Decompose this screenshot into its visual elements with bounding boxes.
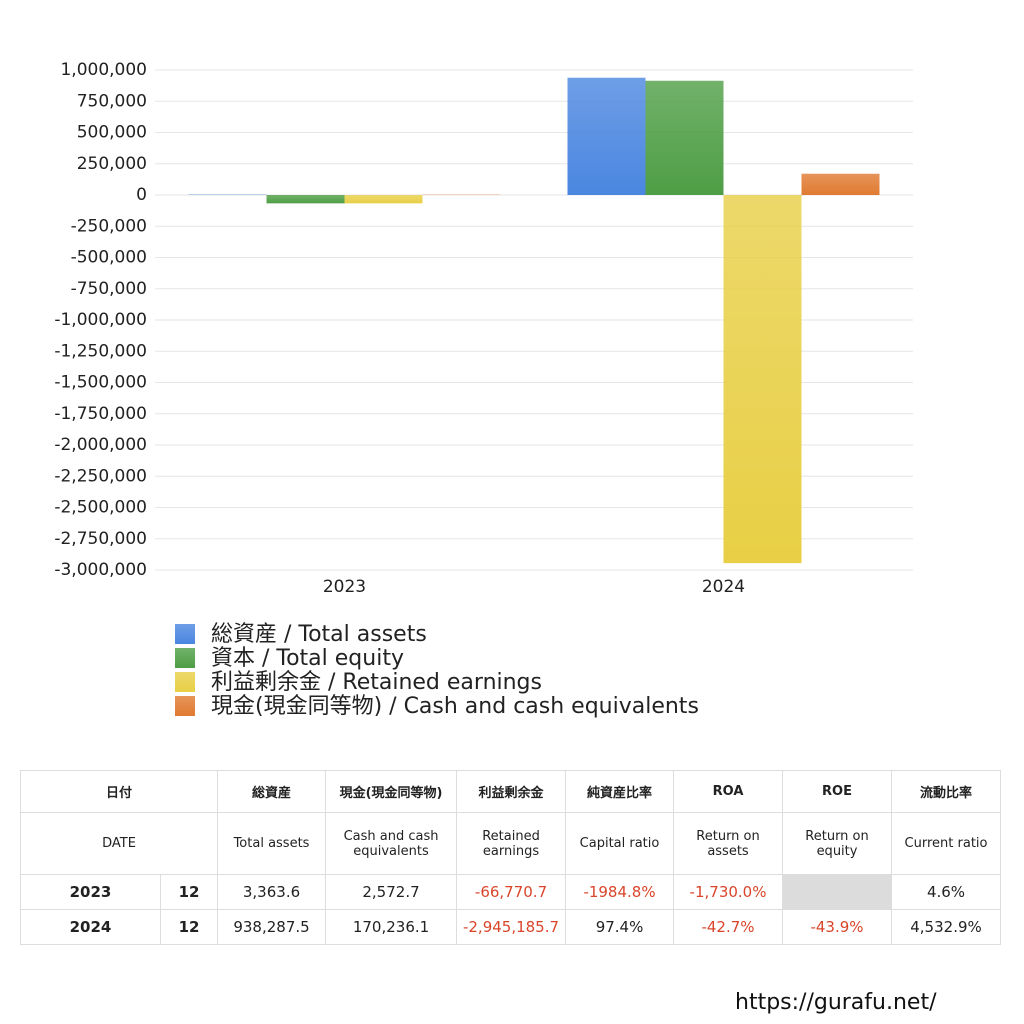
- y-tick-label: -2,000,000: [54, 435, 147, 455]
- y-tick-label: -1,250,000: [54, 341, 147, 361]
- bar: [645, 80, 724, 195]
- table-cell: -43.9%: [782, 909, 893, 945]
- data-row: 2023 12 3,363.6 2,572.7 -66,770.7 -1984.8% -1,…: [20, 874, 1002, 910]
- table-cell: 97.4%: [565, 909, 675, 945]
- table-cell: Current ratio: [891, 812, 1002, 875]
- y-tick-label: 750,000: [77, 91, 147, 111]
- legend-swatch: [175, 648, 195, 668]
- table-cell: 現金(現金同等物): [325, 770, 458, 813]
- y-tick-label: -500,000: [71, 248, 147, 268]
- table-cell: Capital ratio: [565, 812, 675, 875]
- data-table: 日付 総資産 現金(現金同等物) 利益剰余金 純資産比率 ROA ROE 流動比率 DATE To…: [19, 770, 1002, 945]
- table-cell: -66,770.7: [456, 874, 567, 910]
- bar: [801, 173, 880, 195]
- table-cell: Retained earnings: [456, 812, 567, 875]
- table-cell: -42.7%: [673, 909, 784, 945]
- legend-swatch: [175, 672, 195, 692]
- table-cell: Return on assets: [673, 812, 784, 875]
- table-cell: DATE: [19, 812, 219, 875]
- legend-label: 現金(現金同等物) / Cash and cash equivalents: [211, 694, 699, 719]
- table-cell: Cash and cash equivalents: [325, 812, 458, 875]
- table-cell: 4,532.9%: [891, 909, 1002, 945]
- y-tick-label: -1,500,000: [54, 373, 147, 393]
- header-row: DATE Total assets Cash and cash equivalent…: [19, 812, 1002, 875]
- table-cell: -1984.8%: [565, 874, 675, 910]
- table-cell: 3,363.6: [217, 874, 327, 910]
- table-cell: ROE: [782, 770, 893, 813]
- data-row: 2024 12 938,287.5 170,236.1 -2,945,185.7 97.4…: [20, 909, 1002, 945]
- table-cell: 4.6%: [891, 874, 1002, 910]
- table-cell: 利益剰余金: [456, 770, 567, 813]
- y-tick-label: -2,750,000: [54, 529, 147, 549]
- table-cell: 12: [159, 874, 219, 910]
- y-tick-label: -1,000,000: [54, 310, 147, 330]
- y-tick-label: 500,000: [77, 123, 147, 143]
- header-row: 日付 総資産 現金(現金同等物) 利益剰余金 純資産比率 ROA ROE 流動比率: [19, 770, 1002, 813]
- legend-swatch: [175, 624, 195, 644]
- table-cell: 2024: [20, 909, 161, 945]
- table-cell: 日付: [19, 770, 219, 813]
- legend-label: 利益剰余金 / Retained earnings: [211, 670, 542, 695]
- table-cell: 流動比率: [891, 770, 1002, 813]
- y-tick-label: -750,000: [71, 279, 147, 299]
- x-tick-label: 2023: [323, 577, 366, 597]
- table-cell: -2,945,185.7: [456, 909, 567, 945]
- table-cell: Return on equity: [782, 812, 893, 875]
- y-tick-label: -1,750,000: [54, 404, 147, 424]
- chart: 1,000,000 750,000 500,000 250,000 0 -250,000 -…: [54, 60, 913, 719]
- y-tick-label: -250,000: [71, 216, 147, 236]
- table-cell: [782, 874, 893, 910]
- y-tick-label: 1,000,000: [60, 60, 147, 80]
- y-tick-label: 0: [136, 185, 147, 205]
- table-cell: 170,236.1: [325, 909, 458, 945]
- legend-label: 総資産 / Total assets: [211, 622, 427, 647]
- table-cell: 総資産: [217, 770, 327, 813]
- legend-swatch: [175, 696, 195, 716]
- y-tick-label: 250,000: [77, 154, 147, 174]
- y-tick-label: -2,250,000: [54, 466, 147, 486]
- legend-label: 資本 / Total equity: [211, 646, 404, 671]
- table-cell: 938,287.5: [217, 909, 327, 945]
- table-cell: 2,572.7: [325, 874, 458, 910]
- table-cell: 純資産比率: [565, 770, 675, 813]
- footer-url: https://gurafu.net/: [735, 990, 937, 1015]
- table-cell: Total assets: [217, 812, 327, 875]
- y-tick-label: -2,500,000: [54, 498, 147, 518]
- bar: [567, 77, 646, 195]
- table-cell: ROA: [673, 770, 784, 813]
- table-cell: 12: [159, 909, 219, 945]
- bar: [344, 195, 423, 204]
- x-tick-label: 2024: [702, 577, 745, 597]
- bar: [723, 195, 802, 564]
- y-tick-label: -3,000,000: [54, 560, 147, 580]
- table-cell: 2023: [20, 874, 161, 910]
- table-cell: -1,730.0%: [673, 874, 784, 910]
- bar: [266, 195, 345, 204]
